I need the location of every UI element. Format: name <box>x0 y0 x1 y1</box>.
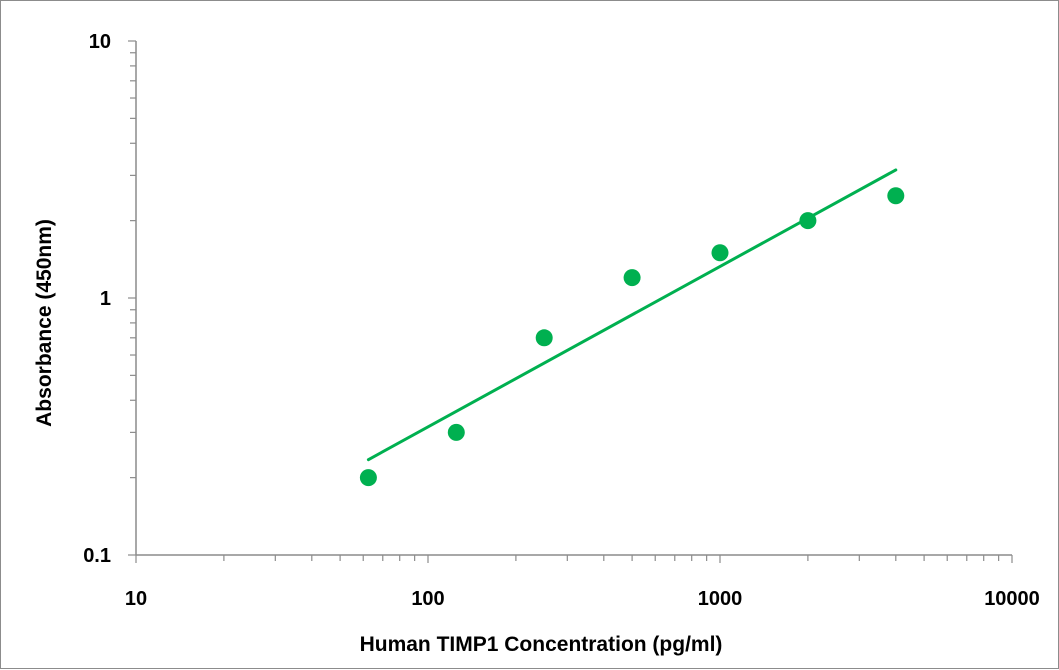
trendline-group <box>366 168 898 462</box>
y-tick-label: 10 <box>89 31 111 53</box>
y-axis-title: Absorbance (450nm) <box>33 219 56 427</box>
x-tick-label: 1000 <box>698 588 743 610</box>
data-point <box>799 212 817 230</box>
x-tick-label: 100 <box>411 588 444 610</box>
y-tick-label: 0.1 <box>83 545 111 567</box>
data-point <box>887 187 905 205</box>
data-point <box>447 423 465 441</box>
axes-group <box>128 40 1013 563</box>
x-tick-label: 10 <box>125 588 147 610</box>
data-point <box>623 269 641 287</box>
data-point <box>711 244 729 262</box>
data-point <box>535 329 553 347</box>
x-tick-label: 10000 <box>984 588 1040 610</box>
x-axis-title: Human TIMP1 Concentration (pg/ml) <box>360 633 723 656</box>
data-points-group <box>359 187 905 487</box>
y-tick-label: 1 <box>100 288 111 310</box>
data-point <box>359 469 377 487</box>
trendline <box>366 168 898 462</box>
tick-labels-group: 10 100 1000 10000 0.1 1 10 <box>83 31 1040 610</box>
